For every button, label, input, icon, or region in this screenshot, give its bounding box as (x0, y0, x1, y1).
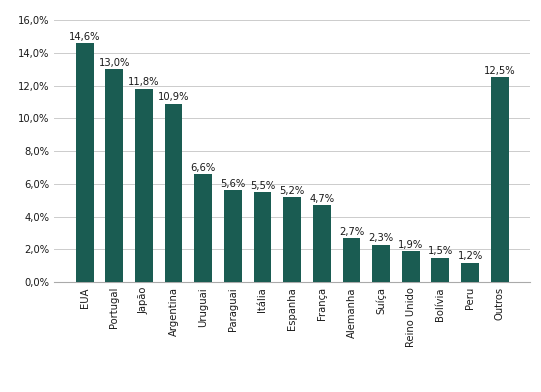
Bar (224, 191, 242, 282)
Bar (164, 103, 182, 282)
Text: 1,9%: 1,9% (398, 240, 424, 250)
Text: 5,6%: 5,6% (220, 179, 246, 189)
Text: 5,5%: 5,5% (250, 181, 275, 191)
Bar (491, 77, 509, 282)
Bar (372, 245, 390, 282)
Bar (194, 174, 212, 282)
Text: 2,3%: 2,3% (368, 233, 394, 243)
Bar (135, 89, 153, 282)
Bar (313, 205, 331, 282)
Text: 6,6%: 6,6% (190, 163, 216, 173)
Bar (283, 197, 301, 282)
Text: 10,9%: 10,9% (158, 92, 189, 102)
Text: 12,5%: 12,5% (484, 66, 516, 76)
Text: 11,8%: 11,8% (128, 78, 160, 87)
Bar (432, 258, 449, 282)
Text: 5,2%: 5,2% (280, 186, 305, 196)
Bar (402, 251, 420, 282)
Bar (76, 43, 94, 282)
Bar (461, 263, 479, 282)
Text: 1,5%: 1,5% (428, 246, 453, 256)
Bar (105, 69, 123, 282)
Bar (254, 192, 272, 282)
Text: 4,7%: 4,7% (309, 194, 334, 204)
Text: 13,0%: 13,0% (98, 58, 130, 68)
Bar (342, 238, 360, 282)
Text: 2,7%: 2,7% (339, 227, 364, 237)
Text: 1,2%: 1,2% (457, 251, 483, 261)
Text: 14,6%: 14,6% (69, 32, 101, 42)
